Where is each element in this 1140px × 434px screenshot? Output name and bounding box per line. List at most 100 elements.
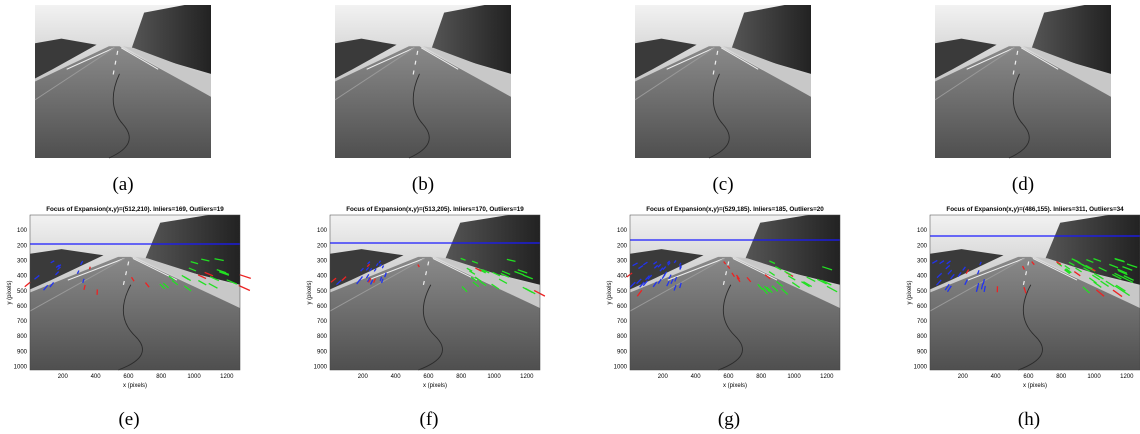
road-image — [629, 215, 840, 371]
feature-track — [1114, 272, 1125, 279]
feature-track — [181, 274, 189, 280]
x-tick-label: 800 — [156, 374, 167, 380]
x-tick-label: 400 — [391, 374, 402, 380]
feature-track — [653, 261, 658, 265]
feature-track — [964, 279, 968, 286]
feature-track — [201, 258, 210, 262]
lane-marking — [1011, 50, 1019, 79]
feature-track — [666, 280, 670, 287]
subfigure-label: (f) — [420, 409, 439, 430]
feature-track — [1114, 285, 1125, 293]
panel-title: Focus of Expansion(x,y)=(486,155). Inlie… — [946, 206, 1124, 213]
feature-track — [517, 269, 528, 274]
feature-track — [460, 257, 466, 261]
feature-track — [479, 280, 487, 287]
lane-marking — [334, 47, 415, 101]
x-tick-label: 800 — [756, 374, 767, 380]
feature-track — [768, 271, 776, 276]
barrier — [135, 256, 240, 308]
y-tick-label: 900 — [617, 349, 628, 355]
road — [335, 46, 511, 159]
feature-track — [764, 274, 771, 280]
y-tick-label: 200 — [17, 243, 28, 249]
feature-track — [482, 269, 490, 274]
y-tick-label: 100 — [617, 228, 628, 234]
road — [35, 46, 211, 159]
y-tick-label: 300 — [17, 258, 28, 264]
y-tick-label: 600 — [317, 304, 328, 310]
feature-track — [209, 276, 220, 282]
x-tick-label: 200 — [358, 374, 369, 380]
feature-track — [957, 272, 962, 278]
lane-marking — [1020, 47, 1059, 70]
left-cars — [30, 249, 104, 290]
y-tick-label: 800 — [17, 334, 28, 340]
x-tick-label: 600 — [723, 374, 734, 380]
subfigure-label: (g) — [718, 409, 740, 430]
lane-marking — [420, 47, 459, 70]
feature-track — [379, 263, 382, 267]
barrier — [735, 256, 840, 308]
feature-track — [784, 270, 792, 276]
road-image — [34, 5, 211, 159]
feature-track — [1093, 281, 1102, 288]
feature-track — [365, 273, 370, 279]
y-tick-label: 400 — [317, 274, 328, 280]
crack — [718, 284, 743, 371]
feature-track — [82, 278, 85, 284]
feature-track — [821, 279, 832, 286]
x-axis-label: x (pixels) — [423, 383, 447, 389]
feature-track — [367, 277, 372, 283]
feature-track — [639, 281, 645, 288]
x-tick-label: 600 — [1023, 374, 1034, 380]
y-tick-label: 500 — [617, 289, 628, 295]
y-tick-label: 1000 — [314, 365, 328, 371]
feature-track — [341, 276, 347, 282]
feature-track — [726, 265, 731, 270]
y-tick-label: 600 — [917, 304, 928, 310]
feature-track — [1093, 257, 1102, 262]
feature-track — [1083, 267, 1091, 273]
feature-track — [766, 286, 773, 294]
feature-track — [144, 282, 150, 288]
axes-frame — [329, 214, 541, 371]
lane-marking — [967, 257, 1025, 281]
y-tick-label: 700 — [17, 319, 28, 325]
lane-marking — [111, 50, 119, 79]
feature-track — [723, 261, 727, 265]
x-tick-label: 1200 — [520, 374, 534, 380]
feature-track — [679, 282, 682, 289]
lane-marking — [367, 257, 425, 281]
lane-marking — [966, 47, 1015, 70]
road-image — [934, 5, 1111, 159]
axes-frame — [29, 214, 241, 371]
feature-track — [1095, 289, 1105, 297]
feature-track — [55, 271, 60, 276]
feature-track — [822, 266, 833, 271]
feature-track — [43, 284, 49, 291]
feature-track — [626, 272, 633, 278]
x-tick-label: 400 — [691, 374, 702, 380]
y-axis-label: y (pixels) — [907, 280, 913, 304]
feature-track — [761, 287, 768, 295]
feature-track — [1088, 277, 1097, 284]
y-tick-label: 1000 — [14, 365, 28, 371]
feature-track — [787, 275, 796, 281]
feature-track — [1082, 286, 1091, 294]
feature-track — [980, 283, 984, 290]
feature-track — [378, 260, 382, 264]
feature-track — [979, 261, 982, 266]
feature-track — [1122, 277, 1134, 284]
y-tick-label: 100 — [317, 228, 328, 234]
lane-marking — [67, 257, 125, 281]
y-tick-label: 900 — [317, 349, 328, 355]
y-tick-label: 700 — [917, 319, 928, 325]
feature-track — [366, 277, 371, 283]
feature-track — [638, 264, 644, 270]
feature-track — [944, 283, 950, 291]
x-axis-label: x (pixels) — [723, 383, 747, 389]
feature-track — [226, 279, 238, 285]
feature-track — [1091, 274, 1101, 281]
y-tick-label: 900 — [17, 349, 28, 355]
barrier — [435, 256, 540, 308]
